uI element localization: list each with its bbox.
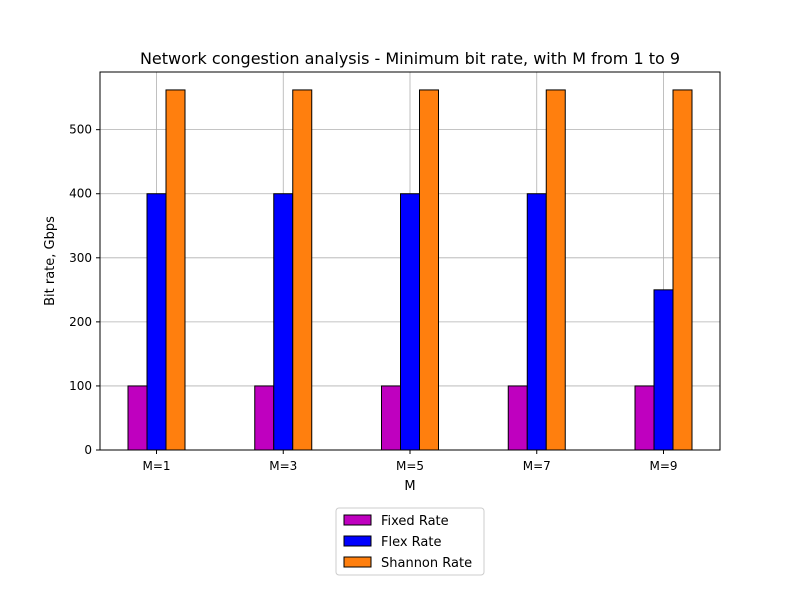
legend-swatch: [343, 535, 372, 547]
bar-flex-rate-3: [400, 193, 420, 451]
bar-fixed-rate-5: [634, 385, 655, 451]
y-tick-label: 500: [69, 123, 92, 137]
y-axis-label: Bit rate, Gbps: [43, 216, 58, 306]
x-tick-label: M=3: [269, 459, 297, 473]
legend-swatch: [343, 514, 372, 526]
legend-label: Fixed Rate: [381, 514, 449, 529]
legend-swatch: [343, 556, 372, 568]
bar-flex-rate-5: [653, 289, 674, 451]
x-tick-label: M=7: [523, 459, 551, 473]
y-tick-label: 400: [69, 187, 92, 201]
y-tick-label: 200: [69, 315, 92, 329]
bar-shannon-rate-5: [672, 89, 693, 451]
bar-flex-rate-4: [526, 193, 547, 451]
bar-shannon-rate-4: [545, 89, 566, 451]
bar-fixed-rate-1: [127, 385, 148, 451]
legend-label: Flex Rate: [381, 535, 442, 550]
bar-flex-rate-2: [273, 193, 294, 451]
bar-shannon-rate-2: [292, 89, 313, 451]
x-axis-label: M: [404, 479, 415, 494]
bar-shannon-rate-1: [165, 89, 186, 451]
bar-fixed-rate-3: [381, 385, 401, 451]
chart-title: Network congestion analysis - Minimum bi…: [140, 49, 680, 68]
legend-items: Fixed Rate Flex Rate Shannon Rate: [343, 514, 472, 571]
bar-fixed-rate-4: [507, 385, 528, 451]
bar-fixed-rate-2: [254, 385, 275, 451]
bar-flex-rate-1: [146, 193, 167, 451]
bar-shannon-rate-3: [419, 89, 439, 451]
x-tick-label: M=5: [396, 459, 424, 473]
legend-label: Shannon Rate: [381, 556, 472, 571]
y-tick-label: 0: [84, 443, 92, 457]
x-tick-label: M=1: [142, 459, 170, 473]
x-tick-label: M=9: [649, 459, 677, 473]
legend: Fixed Rate Flex Rate Shannon Rate: [335, 507, 485, 576]
y-tick-label: 100: [69, 379, 92, 393]
axis-ticks: 0 100 200 300 400 500 M=1 M=3 M=5 M=7 M=9: [69, 123, 677, 473]
y-tick-label: 300: [69, 251, 92, 265]
legend-frame: [335, 507, 485, 576]
